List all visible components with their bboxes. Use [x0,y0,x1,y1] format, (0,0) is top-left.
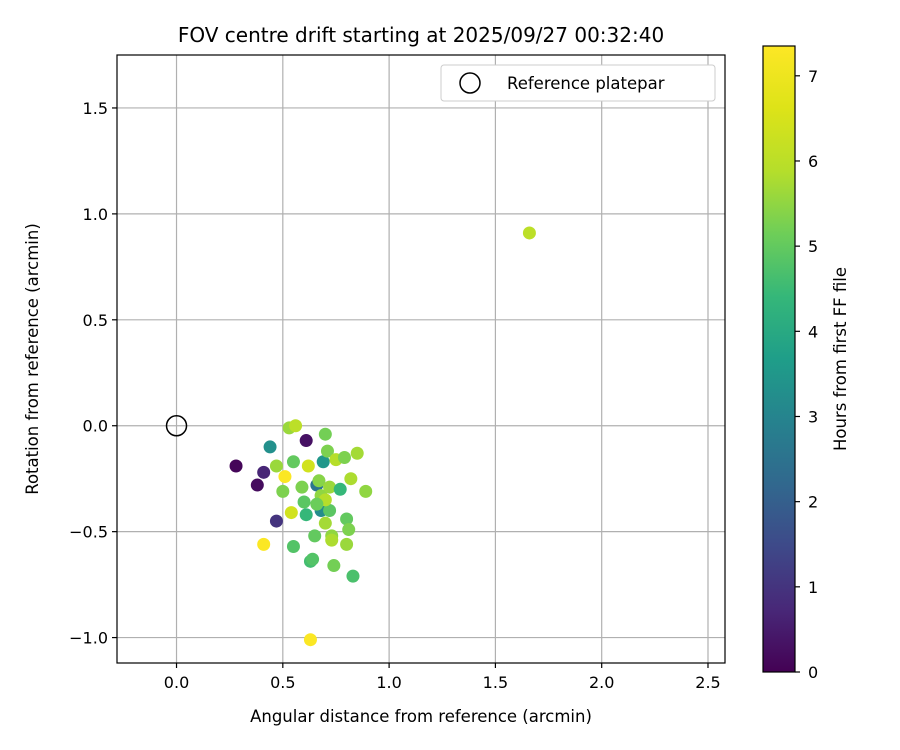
data-point [299,508,313,522]
colorbar-tick-label: 2 [808,493,818,512]
data-points [229,226,536,647]
data-point [306,552,320,566]
data-point [278,470,292,484]
x-tick-label: 2.0 [589,673,614,692]
colorbar-tick-label: 7 [808,67,818,86]
data-point [308,529,322,543]
plot-frame [116,54,726,664]
colorbar-gradient [762,45,796,673]
data-point [318,516,332,530]
y-tick-label: 0.5 [83,311,108,330]
data-point [299,434,313,448]
legend-entry-reference-platepar: Reference platepar [507,74,665,93]
data-point [301,459,315,473]
y-tick-label: 0.0 [83,417,108,436]
data-point [229,459,243,473]
legend-marker-icon [459,72,481,94]
data-point [250,478,264,492]
colorbar-tick-label: 3 [808,407,818,426]
y-tick-label: −1.0 [69,629,108,648]
colorbar-ticks: 0 1 2 3 4 5 6 7 [795,67,818,682]
data-point [325,533,339,547]
x-axis-ticks: 0.0 0.5 1.0 1.5 2.0 2.5 [164,663,721,692]
data-point [318,427,332,441]
legend: Reference platepar [440,64,716,102]
x-tick-label: 1.0 [376,673,401,692]
data-point [312,474,326,488]
y-tick-label: −0.5 [69,523,108,542]
x-tick-label: 1.5 [483,673,508,692]
chart-title: FOV centre drift starting at 2025/09/27 … [178,23,664,47]
data-point [310,497,324,511]
data-point [340,512,354,526]
data-point [333,482,347,496]
data-point [276,484,290,498]
grid-lines [117,55,725,663]
data-point [346,569,360,583]
colorbar-tick-label: 6 [808,152,818,171]
data-point [257,465,271,479]
data-point [342,523,356,537]
data-point [303,633,317,647]
data-point [323,480,337,494]
colorbar: 0 1 2 3 4 5 6 7 Hours from first FF file [762,45,850,682]
data-point [316,455,330,469]
colorbar-tick-label: 5 [808,237,818,256]
data-point [284,506,298,520]
data-point [286,455,300,469]
data-point [320,444,334,458]
data-point [337,451,351,465]
colorbar-tick-label: 4 [808,322,818,341]
x-tick-label: 0.0 [164,673,189,692]
data-point [286,539,300,553]
data-point [269,514,283,528]
y-axis-ticks: −1.0 −0.5 0.0 0.5 1.0 1.5 [69,99,117,648]
data-point [297,495,311,509]
reference-platepar-marker [165,414,188,437]
colorbar-tick-label: 1 [808,578,818,597]
data-point [323,503,337,517]
data-point [257,537,271,551]
data-point [269,459,283,473]
colorbar-tick-label: 0 [808,663,818,682]
y-tick-label: 1.0 [83,205,108,224]
x-axis-label: Angular distance from reference (arcmin) [250,707,592,726]
data-point [295,480,309,494]
y-tick-label: 1.5 [83,99,108,118]
y-axis-label: Rotation from reference (arcmin) [23,223,42,495]
data-point [289,419,303,433]
data-point [350,446,364,460]
legend-box [440,64,716,102]
data-point [340,537,354,551]
data-point [263,440,277,454]
colorbar-label: Hours from first FF file [831,267,850,451]
x-tick-label: 2.5 [695,673,720,692]
data-point [522,226,536,240]
data-point [327,559,341,573]
data-point [359,484,373,498]
x-tick-label: 0.5 [270,673,295,692]
data-point [344,472,358,486]
